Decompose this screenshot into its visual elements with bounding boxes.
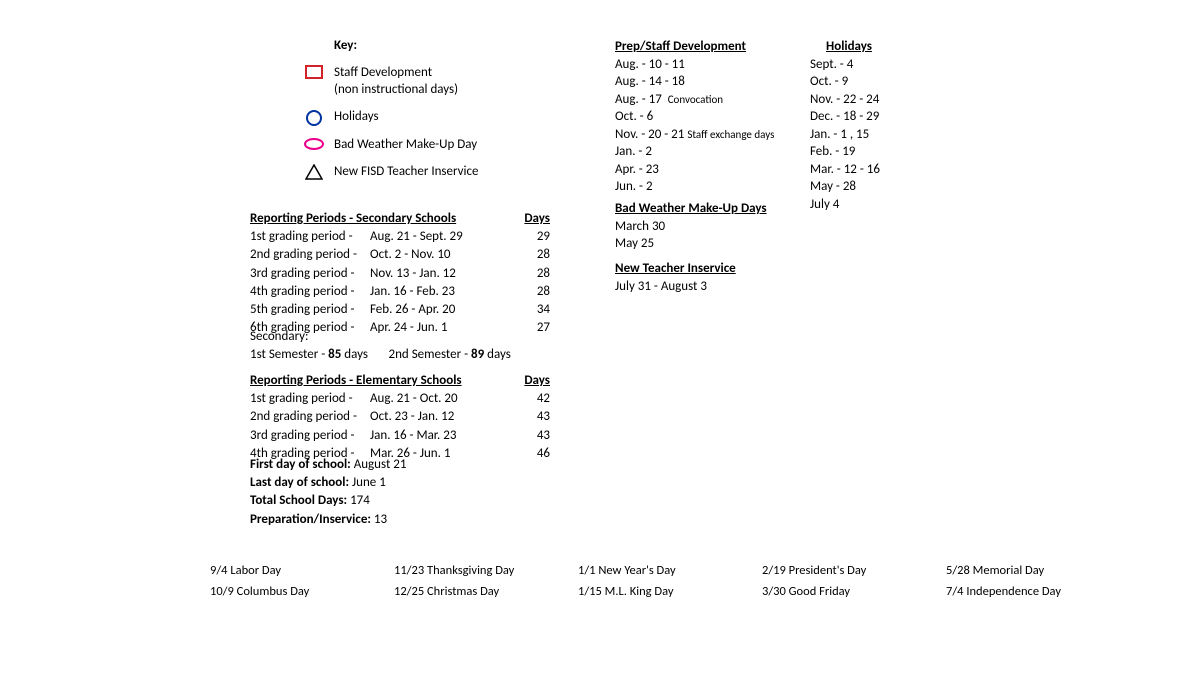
table-header: Days [510, 210, 550, 228]
prep-staff-development: Prep/Staff Development Aug. - 10 - 11 Au… [615, 38, 815, 196]
section-title: Bad Weather Make-Up Days [615, 200, 815, 218]
footer-holiday: 2/19 President's Day [762, 560, 946, 581]
footer-holiday: 10/9 Columbus Day [210, 581, 394, 602]
holiday-line: Nov. - 22 - 24 [810, 91, 960, 109]
table-header: Reporting Periods - Elementary Schools [250, 372, 510, 390]
holiday-icon [300, 109, 328, 127]
holiday-line: Jan. - 1 , 15 [810, 126, 960, 144]
semester-label: Secondary: [250, 328, 600, 346]
footer-holiday: 3/30 Good Friday [762, 581, 946, 602]
footer-holiday: 9/4 Labor Day [210, 560, 394, 581]
badweather-line: March 30 [615, 218, 815, 236]
prep-line: Apr. - 23 [615, 161, 815, 179]
legend: Key: Staff Development (non instructiona… [300, 38, 580, 190]
holiday-line: Feb. - 19 [810, 143, 960, 161]
table-header: Days [510, 372, 550, 390]
prep-line: Nov. - 20 - 21 Staff exchange days [615, 126, 815, 144]
footer-holiday: 11/23 Thanksgiving Day [394, 560, 578, 581]
table-row: 1st grading period - Aug. 21 - Oct. 20 4… [250, 390, 550, 408]
legend-title: Key: [328, 38, 357, 55]
inservice-icon [300, 164, 328, 180]
prep-line: Aug. - 10 - 11 [615, 56, 815, 74]
footer-holiday: 12/25 Christmas Day [394, 581, 578, 602]
legend-item-label: New FISD Teacher Inservice [328, 164, 478, 181]
section-title: Prep/Staff Development [615, 38, 815, 56]
holiday-line: Dec. - 18 - 29 [810, 108, 960, 126]
semester-summary: Secondary: 1st Semester - 85 days 2nd Se… [250, 328, 600, 364]
school-year-summary: First day of school: August 21 Last day … [250, 456, 550, 529]
badweather-icon [300, 137, 328, 151]
prep-line: Aug. - 14 - 18 [615, 73, 815, 91]
table-header: Reporting Periods - Secondary Schools [250, 210, 510, 228]
table-row: 5th grading period - Feb. 26 - Apr. 20 3… [250, 301, 550, 319]
staff-dev-icon [300, 65, 328, 79]
holiday-line: Oct. - 9 [810, 73, 960, 91]
legend-item-label: Staff Development (non instructional day… [328, 65, 458, 99]
footer-holiday: 7/4 Independence Day [946, 581, 1130, 602]
table-row: 1st grading period - Aug. 21 - Sept. 29 … [250, 228, 550, 246]
prep-line: Jun. - 2 [615, 178, 815, 196]
table-row: 4th grading period - Jan. 16 - Feb. 23 2… [250, 283, 550, 301]
prep-line: Jan. - 2 [615, 143, 815, 161]
badweather-line: May 25 [615, 235, 815, 253]
footer-holiday: 5/28 Memorial Day [946, 560, 1130, 581]
holiday-line: May - 28 [810, 178, 960, 196]
section-title: Holidays [810, 38, 960, 56]
table-row: 3rd grading period - Jan. 16 - Mar. 23 4… [250, 427, 550, 445]
footer-holiday: 1/1 New Year's Day [578, 560, 762, 581]
secondary-reporting-periods: Reporting Periods - Secondary Schools Da… [250, 210, 550, 337]
prep-line: Oct. - 6 [615, 108, 815, 126]
table-row: 2nd grading period - Oct. 2 - Nov. 10 28 [250, 246, 550, 264]
legend-item-label: Holidays [328, 109, 379, 126]
table-row: 2nd grading period - Oct. 23 - Jan. 12 4… [250, 408, 550, 426]
section-title: New Teacher Inservice [615, 260, 815, 278]
legend-item-label: Bad Weather Make-Up Day [328, 137, 477, 154]
holiday-line: July 4 [810, 196, 960, 214]
footer-holiday-list: 9/4 Labor Day 10/9 Columbus Day 11/23 Th… [210, 560, 1130, 603]
new-teacher-inservice: New Teacher Inservice July 31 - August 3 [615, 260, 815, 295]
elementary-reporting-periods: Reporting Periods - Elementary Schools D… [250, 372, 550, 463]
prep-line: Aug. - 17 Convocation [615, 91, 815, 109]
footer-holiday: 1/15 M.L. King Day [578, 581, 762, 602]
bad-weather-makeup: Bad Weather Make-Up Days March 30 May 25 [615, 200, 815, 253]
holidays-list: Holidays Sept. - 4 Oct. - 9 Nov. - 22 - … [810, 38, 960, 213]
newteacher-line: July 31 - August 3 [615, 278, 815, 296]
holiday-line: Sept. - 4 [810, 56, 960, 74]
table-row: 3rd grading period - Nov. 13 - Jan. 12 2… [250, 265, 550, 283]
holiday-line: Mar. - 12 - 16 [810, 161, 960, 179]
